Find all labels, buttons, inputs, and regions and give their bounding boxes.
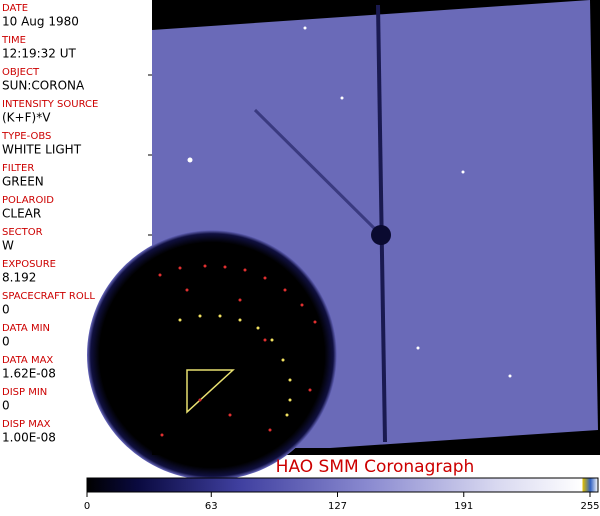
- colorbar-tick-label: 255: [580, 501, 599, 512]
- field-value: 10 Aug 1980: [2, 15, 79, 29]
- occulter: [87, 230, 337, 480]
- grid-dots-yellow: [178, 314, 292, 417]
- field-label: DATA MAX: [2, 355, 53, 366]
- field-label: DISP MIN: [2, 387, 47, 398]
- pylon-disk: [371, 225, 391, 245]
- field-value: W: [2, 239, 14, 253]
- colorbar: [86, 477, 599, 493]
- field-value: 0: [2, 303, 10, 317]
- field-value: 1.62E-08: [2, 367, 56, 381]
- field-value: CLEAR: [2, 207, 41, 221]
- field-value: 0: [2, 335, 10, 349]
- field-value: GREEN: [2, 175, 44, 189]
- colorbar-tick-label: 0: [84, 501, 90, 512]
- field-value: 12:19:32 UT: [2, 47, 76, 61]
- occulter-pylon: [376, 4, 387, 443]
- stars: [187, 26, 512, 378]
- field-label: INTENSITY SOURCE: [2, 99, 98, 110]
- field-label: DATA MIN: [2, 323, 50, 334]
- field-label: FILTER: [2, 163, 34, 174]
- field-value: 1.00E-08: [2, 431, 56, 445]
- streak: [253, 108, 380, 234]
- grid-dots: [158, 264, 317, 437]
- field-label: TYPE-OBS: [1, 131, 51, 142]
- field-value: WHITE LIGHT: [2, 143, 82, 157]
- occulter-edge: [152, 260, 162, 455]
- field-label: DISP MAX: [2, 419, 51, 430]
- colorbar-tick-label: 191: [454, 501, 473, 512]
- field-label: POLAROID: [2, 195, 54, 206]
- field-label: EXPOSURE: [2, 259, 56, 270]
- sun-marker: [186, 369, 235, 414]
- field-label: OBJECT: [2, 67, 40, 78]
- field-label: SECTOR: [2, 227, 43, 238]
- colorbar-tick-label: 127: [328, 501, 347, 512]
- field-label: DATE: [2, 3, 28, 14]
- field-value: SUN:CORONA: [2, 79, 85, 93]
- field-value: 0: [2, 399, 10, 413]
- colorbar-tick-label: 63: [205, 501, 218, 512]
- title: HAO SMM Coronagraph: [276, 457, 475, 477]
- field-value: 8.192: [2, 271, 36, 285]
- field-label: SPACECRAFT ROLL: [2, 291, 95, 302]
- field-label: TIME: [1, 35, 26, 46]
- field-value: (K+F)*V: [2, 111, 51, 125]
- side-ticks: [146, 74, 214, 456]
